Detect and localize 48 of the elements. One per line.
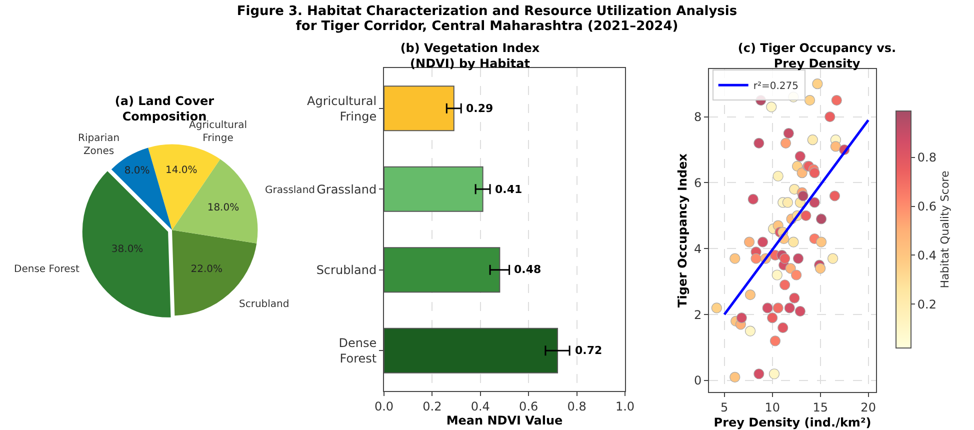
slice-label: Riparian Zones (78, 133, 120, 157)
data-label: 0.48 (514, 263, 542, 276)
x-tick-label: 1.0 (615, 399, 635, 414)
x-tick-label: 10 (764, 400, 780, 414)
data-label: 0.72 (575, 344, 602, 357)
data-label: 38.0% (111, 244, 144, 255)
color-bar-label: 0.4 (917, 248, 936, 262)
data-label: 18.0% (207, 202, 240, 214)
x-tick-label: 0.4 (470, 399, 490, 414)
x-axis-title: Prey Density (ind./km²) (714, 415, 872, 430)
data-label: 8.0% (124, 165, 150, 176)
legend-label: r²=0.275 (753, 81, 798, 92)
data-label: 22.0% (190, 264, 223, 275)
color-bar-title: Habitat Quality Score (938, 170, 952, 288)
bar (384, 166, 484, 212)
y-tick-label: Grassland (316, 182, 377, 196)
data-label: 0.41 (495, 183, 522, 196)
y-tick-label: 4 (694, 242, 702, 256)
x-axis-title: Mean NDVI Value (446, 413, 563, 428)
chart-title: (b) Vegetation Index (NDVI) by Habitat (400, 41, 540, 71)
x-tick-label: 0.6 (519, 399, 538, 414)
y-tick-label: 8 (694, 110, 702, 124)
bar (384, 328, 558, 374)
y-tick-label: Dense Forest (338, 336, 377, 366)
y-tick-label: 6 (694, 176, 702, 190)
slice-label: Grassland (265, 185, 315, 196)
slice-label: Dense Forest (14, 264, 80, 275)
x-tick-label: 5 (720, 400, 728, 414)
y-tick-label: 2 (694, 308, 702, 322)
y-tick-label: 0 (694, 374, 702, 388)
color-bar-label: 0.6 (917, 200, 936, 214)
x-tick-label: 0.2 (422, 399, 442, 414)
y-tick-label: Agricultural Fringe (307, 94, 377, 124)
slice-label: Scrubland (239, 299, 290, 310)
x-tick-label: 0.8 (567, 399, 586, 414)
color-bar-label: 0.8 (917, 150, 936, 165)
data-label: 14.0% (166, 165, 198, 176)
chart-title: (c) Tiger Occupancy vs. Prey Density (738, 41, 896, 71)
data-label: 0.29 (466, 102, 494, 115)
text: Figure 3. Habitat Characterization and Resource Utilization Analysis for Tiger Corridor, Central Maharashtra (2021–2024) (236, 4, 738, 34)
y-tick-label: Scrubland (316, 263, 377, 278)
bar (384, 247, 500, 293)
color-bar-label: 0.2 (917, 297, 936, 312)
bar (384, 86, 454, 132)
x-tick-label: 0.0 (374, 399, 394, 414)
x-tick-label: 15 (812, 400, 828, 414)
y-axis-title: Tiger Occupancy Index (675, 153, 690, 308)
x-tick-label: 20 (860, 400, 876, 414)
